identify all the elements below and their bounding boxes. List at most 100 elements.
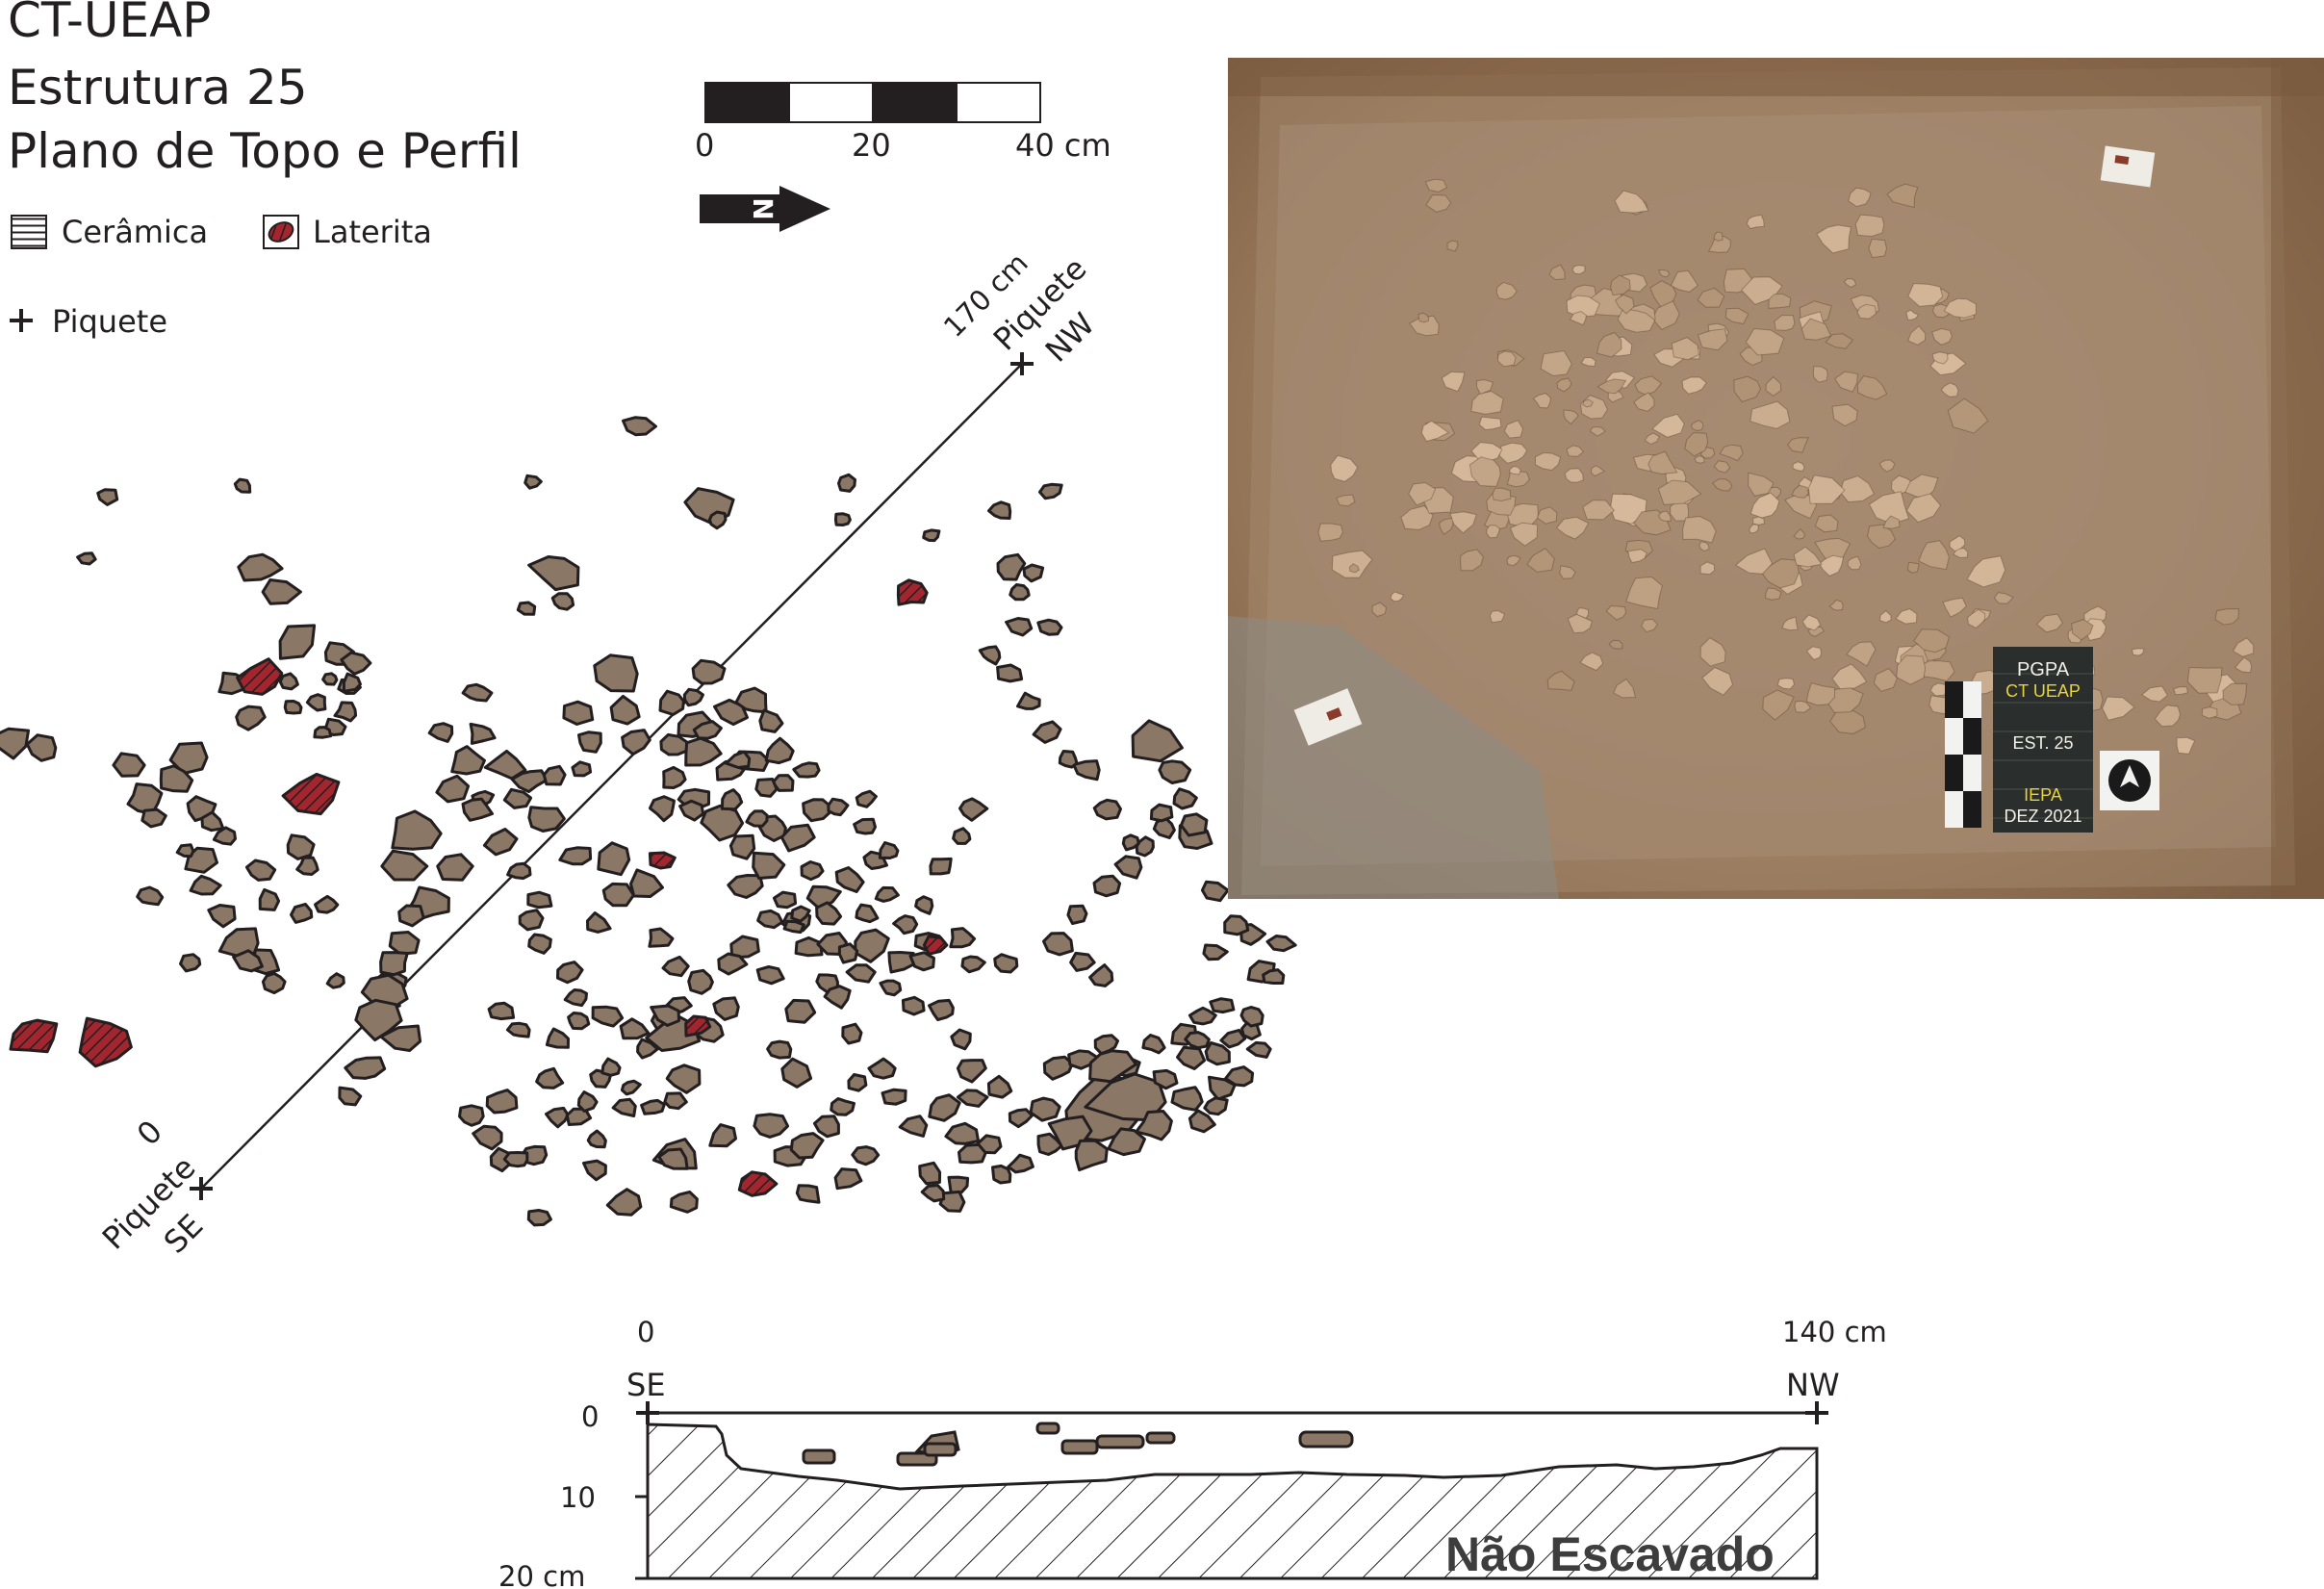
title-line-3: Plano de Topo e Perfil: [8, 123, 522, 179]
ceramic-sherd: [321, 672, 339, 686]
photo-stone: [1829, 708, 1866, 735]
photo-stone: [1733, 375, 1762, 403]
ceramic-sherd: [640, 1098, 666, 1115]
photo-stone: [1940, 382, 1959, 397]
ceramic-sherd: [600, 1057, 622, 1077]
photo-scale-bar-icon: [1945, 681, 1981, 828]
ceramic-sherd: [379, 1024, 422, 1052]
ceramic-sherd: [379, 951, 409, 977]
ceramic-sherd: [1113, 855, 1143, 880]
legend-piquete-cross-icon: [10, 309, 33, 332]
ceramic-sherd: [1092, 798, 1122, 821]
ceramic-sherd: [717, 952, 749, 976]
ceramic-sherd: [526, 890, 553, 910]
photo-stone: [1546, 670, 1575, 691]
photo-stone: [1749, 524, 1759, 534]
transect-start-label: 0: [130, 1113, 169, 1152]
ceramic-sherd: [789, 1132, 825, 1160]
ceramic-sherd: [661, 955, 690, 978]
photo-stone: [1751, 516, 1765, 525]
ceramic-sherd: [792, 761, 821, 779]
transect-line: [200, 363, 1023, 1190]
ceramic-sherd: [841, 1022, 863, 1045]
photo-stone: [1417, 312, 1430, 323]
placard-line-3: EST. 25: [2012, 733, 2073, 753]
ceramic-sherd: [659, 732, 689, 756]
photo-north-card-icon: [2100, 751, 2159, 810]
transect-start-dir: SE: [157, 1207, 211, 1261]
photo-stone: [1847, 555, 1862, 571]
ceramic-sherd: [450, 745, 486, 776]
photo-stone: [1670, 269, 1698, 293]
ceramic-sherd: [996, 552, 1027, 581]
ceramic-sherd: [435, 774, 471, 804]
photo-stone: [1681, 376, 1707, 395]
ceramic-sherd: [232, 949, 264, 973]
photo-stone: [1605, 604, 1627, 621]
ceramic-sherd: [795, 1184, 821, 1204]
placard-line-4: IEPA: [2024, 785, 2062, 805]
ceramic-sherd: [908, 951, 935, 972]
photo-stone: [1571, 264, 1586, 275]
piquete-nw-marker-icon: [1010, 352, 1034, 375]
ceramic-sherd: [780, 1057, 813, 1089]
photo-stone: [1713, 460, 1731, 474]
ceramic-sherd: [721, 788, 744, 811]
legend-ceramica-label: Cerâmica: [62, 214, 208, 250]
photo-stone: [1506, 554, 1521, 567]
photo-stone: [1873, 667, 1899, 692]
photo-placard: PGPA CT UEAP EST. 25 IEPA DEZ 2021: [1993, 647, 2093, 833]
ceramic-sherd: [597, 841, 631, 877]
ceramic-sherd: [510, 769, 549, 793]
photo-stone: [1548, 264, 1566, 281]
ceramic-sherd: [200, 810, 225, 833]
photo-stone: [2214, 608, 2239, 626]
laterite-fragments: [9, 578, 949, 1197]
photo-stone: [1949, 535, 1966, 552]
photo-stone: [1590, 465, 1606, 477]
photo-stone: [1532, 393, 1551, 409]
ceramic-sherd: [1179, 812, 1209, 837]
ceramic-sherds: [0, 416, 1297, 1227]
photo-stone: [1563, 409, 1579, 425]
ceramic-sherd: [1005, 617, 1034, 637]
ceramic-sherd: [0, 727, 30, 760]
ceramic-sherd: [922, 528, 941, 543]
photo-stone: [1765, 375, 1782, 397]
ceramic-sherd: [571, 760, 593, 778]
photo-stone: [1420, 420, 1450, 443]
top-plan: 0 Piquete SE 170 cm Piquete NW: [0, 246, 1297, 1261]
photo-stone: [1582, 500, 1616, 521]
placard-line-2: CT UEAP: [2005, 681, 2081, 701]
ceramic-sherd: [619, 1017, 651, 1040]
photo-stone: [1534, 451, 1562, 472]
ceramic-sherd: [847, 1073, 868, 1092]
ceramic-sherd: [286, 833, 316, 860]
ceramic-sherd: [591, 1005, 625, 1028]
photo-stone: [1330, 454, 1359, 482]
ceramic-sherd: [794, 935, 824, 958]
ceramic-sherd: [1262, 968, 1286, 985]
photo-stone: [1905, 309, 1920, 321]
photo-stone: [1917, 660, 1955, 682]
photo-stone: [1839, 474, 1876, 503]
ceramic-sherd: [782, 919, 805, 935]
photo-stone: [1634, 375, 1663, 396]
ceramic-sherd: [1009, 583, 1031, 602]
photo-stone: [1699, 637, 1726, 667]
photo-stone: [1760, 558, 1800, 589]
ceramic-sherd: [837, 473, 856, 493]
depth-label-10: 10: [560, 1481, 596, 1514]
ceramic-sherd: [996, 663, 1024, 683]
photo-stone: [1651, 413, 1685, 438]
ceramic-sherd: [391, 809, 443, 851]
ceramic-sherd: [878, 841, 900, 859]
legend: Cerâmica Laterita Piquete: [10, 214, 432, 340]
ceramic-sherd: [1088, 1049, 1137, 1084]
photo-stone: [1596, 378, 1627, 395]
ceramic-sherd: [745, 809, 769, 828]
ceramic-sherd: [658, 689, 685, 716]
ceramic-sherd: [1131, 719, 1184, 763]
photo-stone: [1814, 514, 1839, 533]
photo-stone: [1800, 318, 1832, 341]
